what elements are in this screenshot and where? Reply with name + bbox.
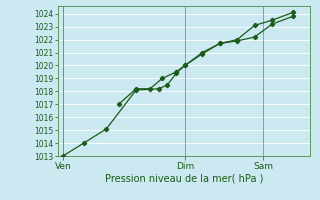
X-axis label: Pression niveau de la mer( hPa ): Pression niveau de la mer( hPa ) <box>105 173 263 183</box>
